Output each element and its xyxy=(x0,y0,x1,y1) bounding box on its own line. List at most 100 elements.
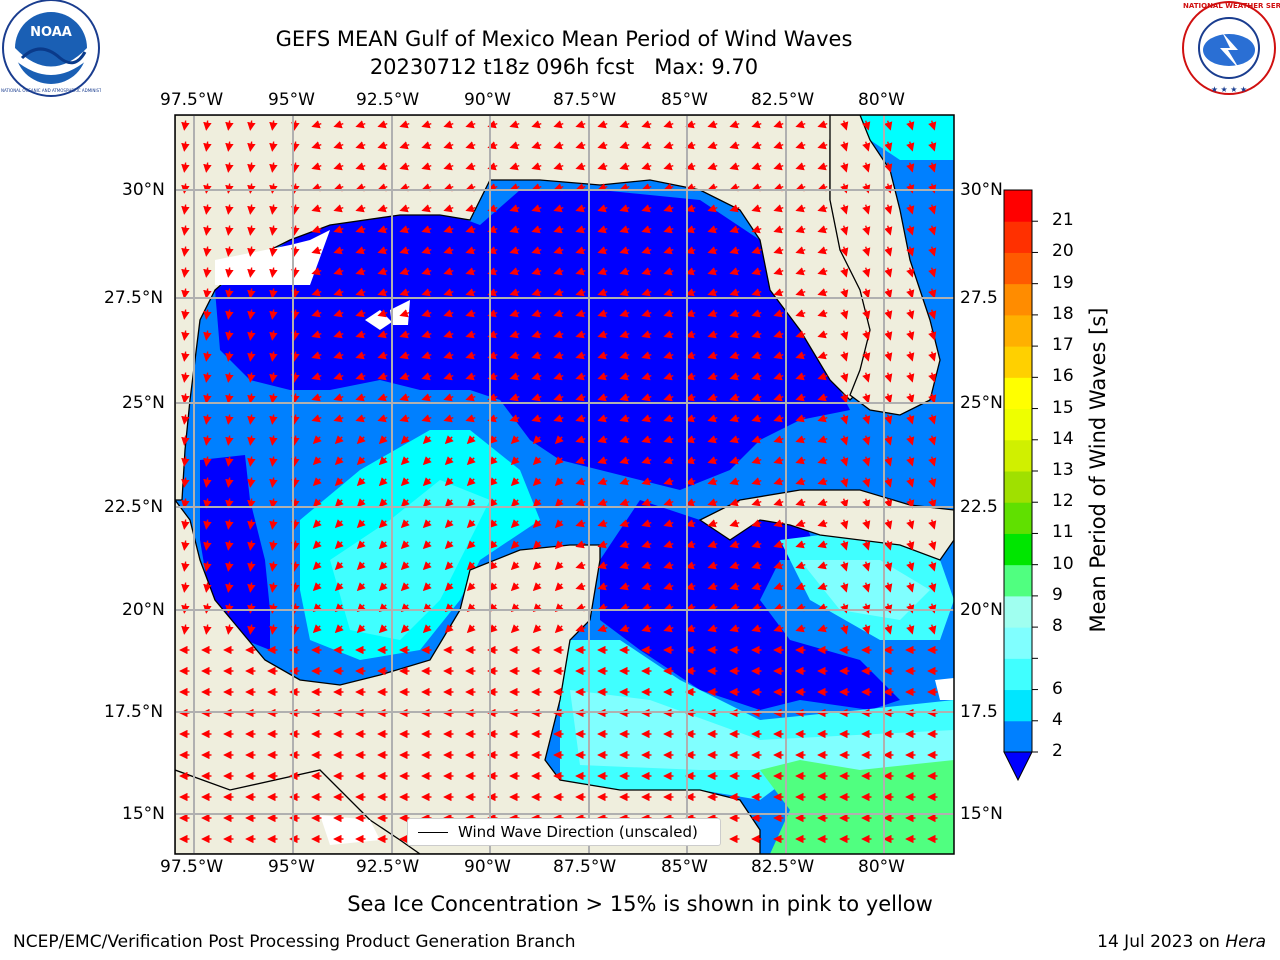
wind-wave-arrow xyxy=(443,162,454,171)
wind-wave-arrow xyxy=(906,456,915,467)
wind-wave-arrow xyxy=(597,477,608,486)
wind-wave-arrow xyxy=(817,519,828,528)
lon-tick-top: 97.5°W xyxy=(160,90,224,110)
wind-wave-arrow xyxy=(553,351,564,360)
wind-wave-arrow xyxy=(532,498,542,508)
wind-wave-arrow xyxy=(817,246,828,255)
wind-wave-arrow xyxy=(333,288,344,297)
wind-wave-arrow xyxy=(641,624,652,633)
wind-wave-arrow xyxy=(685,456,696,465)
wind-wave-arrow xyxy=(465,183,476,192)
wind-wave-arrow xyxy=(751,393,762,402)
wind-wave-arrow xyxy=(334,582,344,592)
wind-wave-arrow xyxy=(400,456,410,466)
wind-wave-arrow xyxy=(181,120,190,131)
wind-wave-arrow xyxy=(817,498,828,507)
wind-wave-arrow xyxy=(378,561,388,571)
footer-date: 14 Jul 2023 on xyxy=(1097,932,1220,952)
wind-wave-arrow xyxy=(884,624,893,635)
wind-wave-arrow xyxy=(707,414,718,423)
wind-wave-arrow xyxy=(884,204,893,215)
wind-wave-arrow xyxy=(509,120,520,129)
wind-wave-arrow xyxy=(247,624,256,635)
wind-wave-arrow xyxy=(181,456,190,467)
wind-wave-arrow xyxy=(906,288,915,299)
wind-wave-arrow xyxy=(421,246,432,255)
wind-wave-arrow xyxy=(399,120,410,129)
svg-text:★ ★ ★ ★: ★ ★ ★ ★ xyxy=(1211,85,1247,94)
wind-wave-arrow xyxy=(597,288,608,297)
wind-wave-arrow xyxy=(312,435,322,445)
wind-wave-arrow xyxy=(862,393,871,404)
wind-wave-arrow xyxy=(641,414,652,423)
wind-wave-arrow xyxy=(619,351,630,360)
wind-wave-arrow xyxy=(291,225,300,236)
wind-wave-arrow xyxy=(928,267,937,278)
wind-wave-arrow xyxy=(862,288,871,299)
wind-wave-arrow xyxy=(531,372,542,381)
wind-wave-arrow xyxy=(312,624,322,634)
wind-wave-arrow xyxy=(729,624,740,633)
wind-wave-arrow xyxy=(862,582,871,593)
wind-wave-arrow xyxy=(291,309,300,320)
wind-wave-arrow xyxy=(707,540,718,549)
wind-wave-arrow xyxy=(443,246,454,255)
wind-wave-arrow xyxy=(422,435,432,445)
wind-wave-arrow xyxy=(532,561,542,571)
lon-tick-bottom: 87.5°W xyxy=(553,857,617,877)
wind-wave-arrow xyxy=(269,624,278,635)
wind-wave-arrow xyxy=(531,351,542,360)
wind-wave-arrow xyxy=(247,246,256,257)
wind-wave-arrow xyxy=(378,477,388,487)
wind-wave-arrow xyxy=(203,141,212,152)
colorbar-band xyxy=(1004,533,1032,566)
wind-wave-arrow xyxy=(641,141,652,150)
wind-wave-arrow xyxy=(773,267,784,276)
wind-wave-arrow xyxy=(906,267,915,278)
wind-wave-arrow xyxy=(356,519,366,529)
wind-wave-arrow xyxy=(377,414,388,423)
wind-wave-arrow xyxy=(575,561,586,570)
wind-wave-arrow xyxy=(906,120,915,131)
wind-wave-arrow xyxy=(291,120,300,131)
wind-wave-arrow xyxy=(773,309,784,318)
wind-wave-arrow xyxy=(619,561,630,570)
wind-wave-arrow xyxy=(291,393,300,404)
wind-wave-arrow xyxy=(203,561,212,572)
wind-wave-arrow xyxy=(443,309,454,318)
wind-wave-arrow xyxy=(906,519,915,530)
wind-wave-arrow xyxy=(751,624,762,633)
footer-left: NCEP/EMC/Verification Post Processing Pr… xyxy=(13,932,576,952)
lat-tick-right: 27.5 xyxy=(960,288,998,308)
wind-wave-arrow xyxy=(465,225,476,234)
wind-wave-arrow xyxy=(225,330,234,341)
land-mexico xyxy=(175,498,761,854)
wind-wave-arrow xyxy=(291,582,300,593)
wind-wave-arrow xyxy=(729,330,740,339)
wind-wave-arrow xyxy=(729,435,740,444)
wind-wave-arrow xyxy=(773,498,784,507)
wind-wave-arrow xyxy=(356,456,366,466)
wind-wave-arrow xyxy=(378,435,388,445)
wind-wave-arrow xyxy=(355,183,366,192)
wind-wave-arrow xyxy=(751,498,762,507)
gridlines xyxy=(175,115,954,854)
wind-wave-arrow xyxy=(619,183,630,192)
wind-wave-arrow xyxy=(840,372,849,383)
wind-wave-arrow xyxy=(421,141,432,150)
noaa-logo xyxy=(2,0,100,97)
wind-wave-arrow xyxy=(355,267,366,276)
wind-wave-arrow xyxy=(333,183,344,192)
wind-wave-arrow xyxy=(597,267,608,276)
colorbar-tick-label: 13 xyxy=(1052,460,1074,480)
wind-wave-arrow xyxy=(685,498,696,507)
wind-wave-arrow xyxy=(466,582,476,592)
wind-wave-arrow xyxy=(400,435,410,445)
wind-wave-arrow xyxy=(333,393,344,402)
legend: Wind Wave Direction (unscaled) xyxy=(407,818,721,846)
wind-wave-arrow xyxy=(269,435,278,446)
wind-wave-arrow xyxy=(443,183,454,192)
wind-wave-arrow xyxy=(707,372,718,381)
wind-wave-arrow xyxy=(928,519,937,530)
wind-wave-arrow xyxy=(203,351,212,362)
